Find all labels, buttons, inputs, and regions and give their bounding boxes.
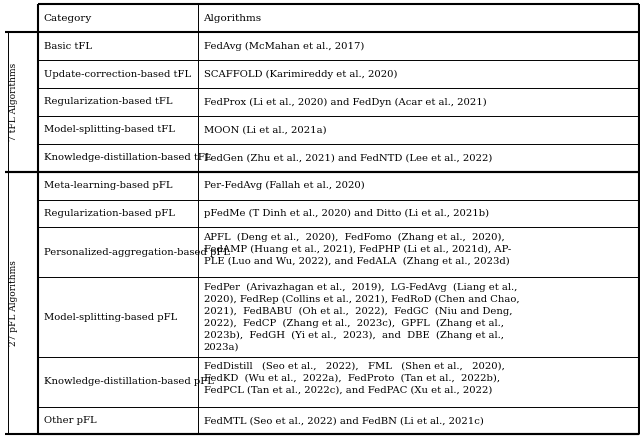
Text: FedProx (Li et al., 2020) and FedDyn (Acar et al., 2021): FedProx (Li et al., 2020) and FedDyn (Ac…: [204, 97, 486, 106]
Text: FedMTL (Seo et al., 2022) and FedBN (Li et al., 2021c): FedMTL (Seo et al., 2022) and FedBN (Li …: [204, 416, 483, 425]
Text: Knowledge-distillation-based pFL: Knowledge-distillation-based pFL: [44, 377, 213, 386]
Text: Category: Category: [44, 14, 92, 23]
Text: APFL  (Deng et al.,  2020),  FedFomo  (Zhang et al.,  2020),
FedAMP (Huang et al: APFL (Deng et al., 2020), FedFomo (Zhang…: [204, 233, 511, 266]
Text: Knowledge-distillation-based tFL: Knowledge-distillation-based tFL: [44, 153, 211, 162]
Text: Basic tFL: Basic tFL: [44, 42, 92, 51]
Text: Regularization-based pFL: Regularization-based pFL: [44, 209, 174, 218]
Text: FedGen (Zhu et al., 2021) and FedNTD (Lee et al., 2022): FedGen (Zhu et al., 2021) and FedNTD (Le…: [204, 153, 492, 162]
Text: FedDistill   (Seo et al.,   2022),   FML   (Shen et al.,   2020),
FedKD  (Wu et : FedDistill (Seo et al., 2022), FML (Shen…: [204, 362, 504, 395]
Text: FedAvg (McMahan et al., 2017): FedAvg (McMahan et al., 2017): [204, 42, 364, 51]
Text: Model-splitting-based tFL: Model-splitting-based tFL: [44, 125, 174, 134]
Text: SCAFFOLD (Karimireddy et al., 2020): SCAFFOLD (Karimireddy et al., 2020): [204, 70, 397, 79]
Text: FedPer  (Arivazhagan et al.,  2019),  LG-FedAvg  (Liang et al.,
2020), FedRep (C: FedPer (Arivazhagan et al., 2019), LG-Fe…: [204, 283, 519, 351]
Text: Personalized-aggregation-based pFL: Personalized-aggregation-based pFL: [44, 248, 230, 257]
Text: Meta-learning-based pFL: Meta-learning-based pFL: [44, 181, 172, 190]
Text: Other pFL: Other pFL: [44, 416, 96, 425]
Text: Per-FedAvg (Fallah et al., 2020): Per-FedAvg (Fallah et al., 2020): [204, 181, 364, 190]
Text: 27 pFL Algorithms: 27 pFL Algorithms: [9, 260, 18, 346]
Text: 7 tFL Algorithms: 7 tFL Algorithms: [9, 63, 18, 141]
Text: MOON (Li et al., 2021a): MOON (Li et al., 2021a): [204, 125, 326, 134]
Text: Model-splitting-based pFL: Model-splitting-based pFL: [44, 313, 177, 321]
Text: Update-correction-based tFL: Update-correction-based tFL: [44, 70, 191, 78]
Text: pFedMe (T Dinh et al., 2020) and Ditto (Li et al., 2021b): pFedMe (T Dinh et al., 2020) and Ditto (…: [204, 209, 489, 218]
Text: Algorithms: Algorithms: [204, 14, 262, 23]
Text: Regularization-based tFL: Regularization-based tFL: [44, 98, 172, 106]
